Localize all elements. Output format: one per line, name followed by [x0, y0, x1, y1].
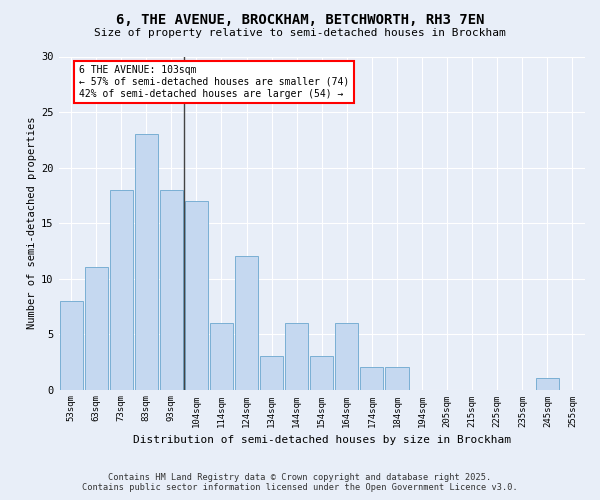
Bar: [85, 268, 107, 390]
Bar: [160, 190, 183, 390]
Bar: [110, 190, 133, 390]
Bar: [135, 134, 158, 390]
Bar: [335, 323, 358, 390]
Bar: [536, 378, 559, 390]
X-axis label: Distribution of semi-detached houses by size in Brockham: Distribution of semi-detached houses by …: [133, 435, 511, 445]
Y-axis label: Number of semi-detached properties: Number of semi-detached properties: [27, 117, 37, 330]
Text: Contains HM Land Registry data © Crown copyright and database right 2025.
Contai: Contains HM Land Registry data © Crown c…: [82, 473, 518, 492]
Bar: [59, 300, 83, 390]
Bar: [235, 256, 258, 390]
Bar: [361, 368, 383, 390]
Bar: [210, 323, 233, 390]
Text: 6 THE AVENUE: 103sqm
← 57% of semi-detached houses are smaller (74)
42% of semi-: 6 THE AVENUE: 103sqm ← 57% of semi-detac…: [79, 66, 349, 98]
Text: Size of property relative to semi-detached houses in Brockham: Size of property relative to semi-detach…: [94, 28, 506, 38]
Bar: [285, 323, 308, 390]
Bar: [185, 201, 208, 390]
Bar: [385, 368, 409, 390]
Text: 6, THE AVENUE, BROCKHAM, BETCHWORTH, RH3 7EN: 6, THE AVENUE, BROCKHAM, BETCHWORTH, RH3…: [116, 12, 484, 26]
Bar: [260, 356, 283, 390]
Bar: [310, 356, 333, 390]
